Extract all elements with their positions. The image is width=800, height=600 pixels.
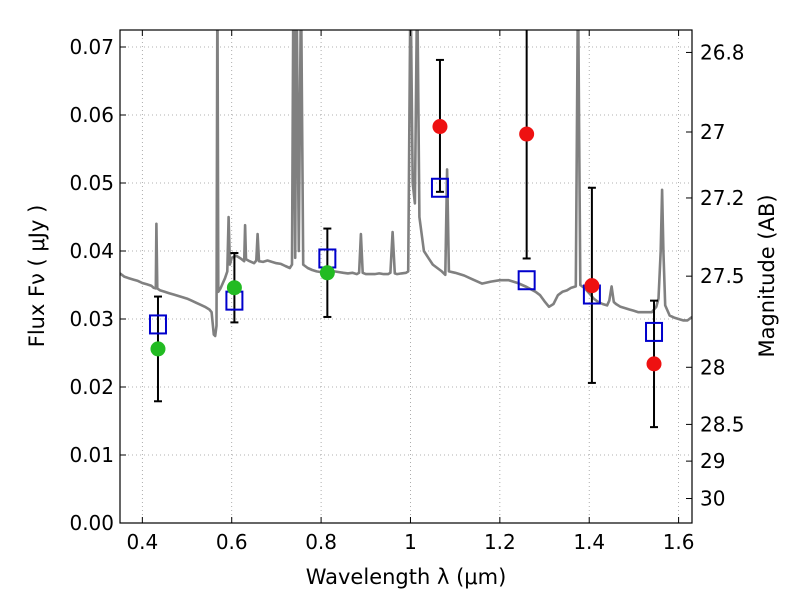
x-axis-label: Wavelength λ (μm) — [306, 565, 507, 589]
right-tick-label: 29 — [700, 449, 725, 473]
right-tick-label: 27 — [700, 120, 725, 144]
data-circle-point — [150, 341, 166, 357]
right-tick-label: 28 — [700, 355, 725, 379]
right-tick-label: 27.5 — [700, 264, 745, 288]
y-tick-label: 0.06 — [69, 103, 114, 127]
right-tick-label: 28.5 — [700, 412, 745, 436]
errorbars — [153, 30, 659, 429]
spectrum-layer — [120, 30, 692, 338]
grid — [120, 30, 692, 524]
data-circle-point — [226, 280, 242, 296]
data-circle-point — [584, 278, 600, 294]
x-tick-label: 1.4 — [573, 530, 605, 554]
spectrum-line — [120, 30, 692, 338]
model-square-point — [517, 270, 536, 291]
y-tick-label: 0.03 — [69, 307, 114, 331]
y-tick-label: 0.01 — [69, 443, 114, 467]
data-circle-point — [319, 265, 335, 281]
y-axis-label: Flux Fν ( μJy ) — [25, 205, 49, 348]
y-tick-label: 0.00 — [69, 511, 114, 535]
y-tick-label: 0.04 — [69, 239, 114, 263]
x-tick-label: 0.6 — [216, 530, 248, 554]
data-circle-point — [432, 119, 448, 135]
x-tick-label: 0.4 — [126, 530, 158, 554]
y-tick-label: 0.07 — [69, 35, 114, 59]
data-circle-point — [519, 126, 535, 142]
x-tick-label: 0.8 — [305, 530, 337, 554]
data-circle-point — [646, 356, 662, 372]
ticks: 0.4 0.6 0.8 1 1.2 1.4 1.6 0.00 0.01 0.02 0.03 0.04 0… — [69, 30, 745, 554]
right-tick-label: 27.2 — [700, 186, 745, 210]
right-tick-label: 26.8 — [700, 40, 745, 64]
x-tick-label: 1.2 — [484, 530, 516, 554]
model-square-point — [148, 314, 167, 335]
model-square-point — [645, 321, 664, 342]
y-tick-label: 0.02 — [69, 375, 114, 399]
plot-frame — [119, 29, 693, 524]
y-axis-right-label: Magnitude (AB) — [755, 194, 779, 357]
model-square-point — [430, 177, 449, 198]
y-tick-label: 0.05 — [69, 171, 114, 195]
right-tick-label: 30 — [700, 487, 725, 511]
markers — [148, 119, 664, 372]
x-tick-label: 1.6 — [663, 530, 695, 554]
x-tick-label: 1 — [404, 530, 417, 554]
